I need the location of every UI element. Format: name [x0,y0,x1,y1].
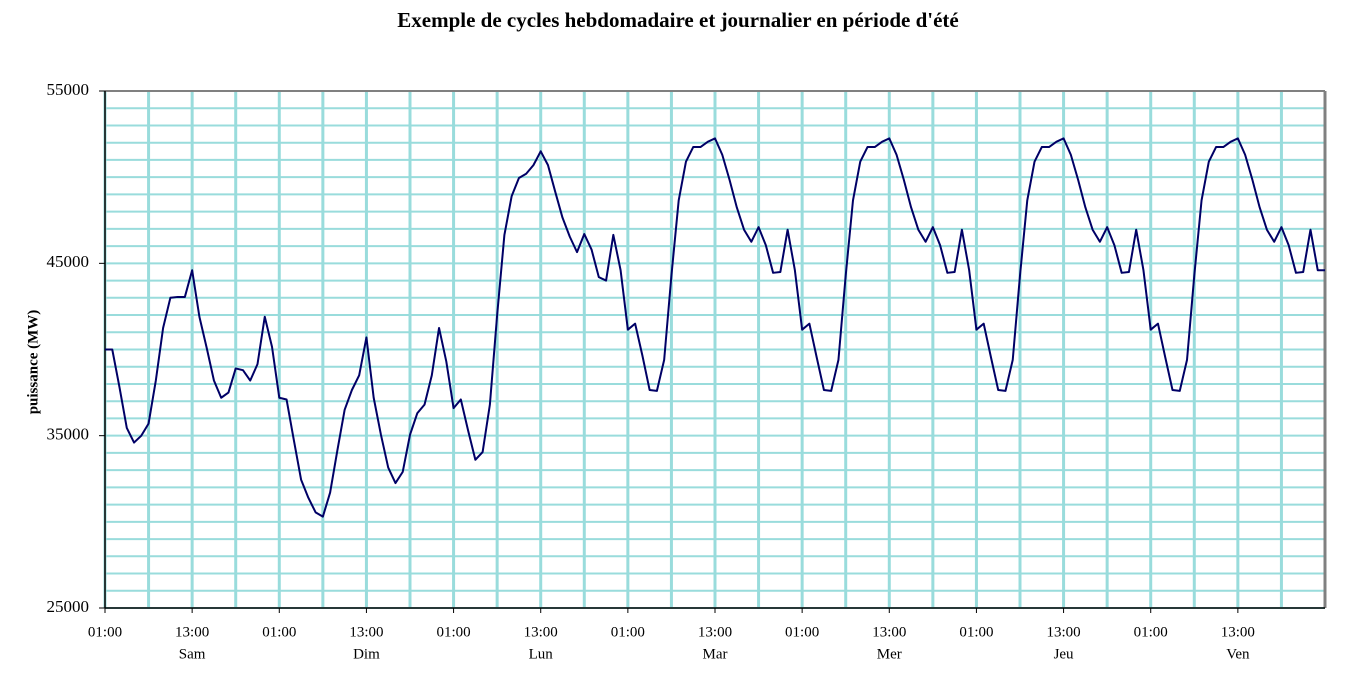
x-tick-label: 01:00 [611,624,645,640]
day-label: Jeu [1054,646,1074,662]
x-tick-label: 13:00 [1221,624,1255,640]
x-tick-label: 13:00 [1046,624,1080,640]
x-tick-label: 01:00 [1134,624,1168,640]
y-tick-label: 35000 [47,425,90,444]
day-label: Dim [353,646,380,662]
x-tick-label: 13:00 [349,624,383,640]
y-tick-label: 55000 [47,80,90,99]
data-line [105,137,1325,518]
day-label: Ven [1226,646,1250,662]
x-tick-label: 13:00 [872,624,906,640]
x-tick-label: 13:00 [175,624,209,640]
x-tick-label: 01:00 [785,624,819,640]
x-tick-label: 13:00 [698,624,732,640]
day-label: Mer [877,646,902,662]
y-axis-label: puissance (MW) [25,310,41,415]
x-tick-label: 01:00 [262,624,296,640]
day-label: Sam [179,646,206,662]
x-tick-label: 01:00 [436,624,470,640]
y-tick-label: 25000 [47,597,90,616]
y-tick-label: 45000 [47,252,90,271]
x-tick-label: 13:00 [524,624,558,640]
day-label: Lun [529,646,554,662]
day-label: Mar [703,646,728,662]
x-tick-label: 01:00 [88,624,122,640]
x-tick-label: 01:00 [959,624,993,640]
chart-title: Exemple de cycles hebdomadaire et journa… [397,8,958,32]
